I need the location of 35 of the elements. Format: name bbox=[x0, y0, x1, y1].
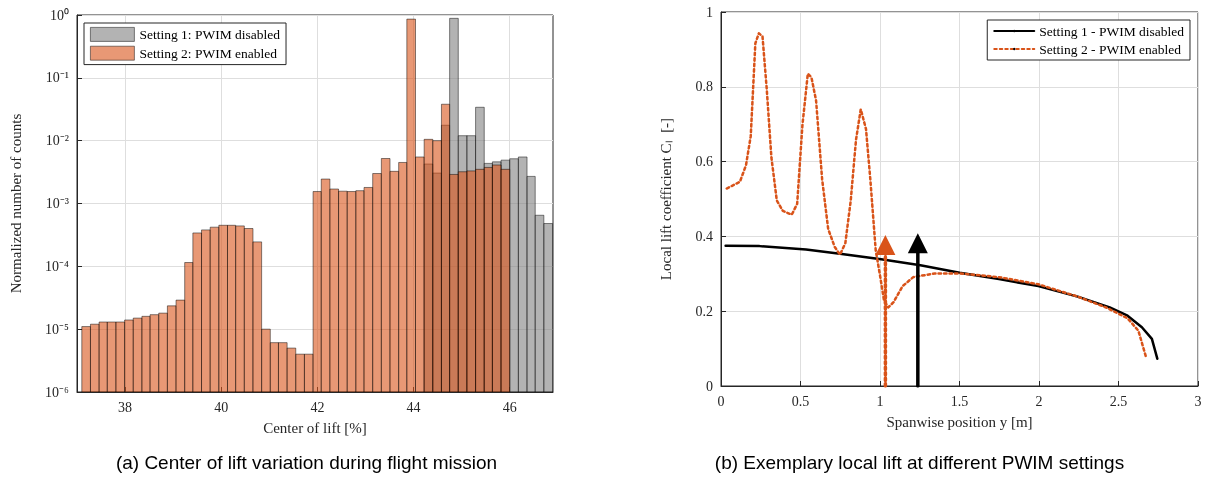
x-axis-title: Spanwise position y [m] bbox=[886, 413, 1033, 430]
text: (b) Exemplary local lift at different PWIM settings bbox=[714, 452, 1125, 473]
x-tick-label: 0 bbox=[717, 393, 725, 409]
y-tick-label: 10⁻⁵ bbox=[45, 321, 70, 337]
y-tick-label: 0.4 bbox=[695, 228, 713, 244]
y-tick-label: 10⁻¹ bbox=[45, 70, 69, 86]
text: (a) Center of lift variation during flight mission bbox=[115, 452, 498, 473]
y-tick-label: 10⁻³ bbox=[45, 196, 69, 211]
x-tick-label: 2.5 bbox=[1109, 393, 1128, 409]
legend-label: Setting 2 - PWIM enabled bbox=[1039, 41, 1182, 57]
y-tick-label: 10⁻⁴ bbox=[45, 258, 70, 274]
y-tick-label: 10⁰ bbox=[50, 7, 69, 23]
x-tick-label: 44 bbox=[406, 399, 421, 415]
x-tick-label: 1 bbox=[876, 393, 884, 409]
x-tick-label: 1.5 bbox=[950, 393, 969, 409]
y-tick-label: 0.8 bbox=[695, 79, 713, 95]
y-tick-label: 0 bbox=[706, 378, 713, 394]
y-axis-title: Normalized number of counts bbox=[7, 113, 24, 294]
x-tick-label: 38 bbox=[118, 399, 133, 415]
legend-label: Setting 1: PWIM disabled bbox=[139, 26, 281, 42]
y-tick-label: 0.6 bbox=[695, 154, 713, 170]
x-tick-label: 40 bbox=[214, 399, 229, 415]
y-tick-label: 10⁻⁶ bbox=[45, 384, 70, 400]
y-tick-label: 1 bbox=[706, 4, 713, 20]
x-axis-title: Center of lift [%] bbox=[263, 419, 367, 436]
x-tick-label: 42 bbox=[310, 399, 325, 415]
x-tick-label: 3 bbox=[1194, 393, 1202, 409]
x-tick-label: 0.5 bbox=[791, 393, 810, 409]
x-tick-label: 2 bbox=[1035, 393, 1043, 409]
y-axis-title: Local lift coefficient Cₗ [-] bbox=[657, 117, 674, 281]
legend-label: Setting 1 - PWIM disabled bbox=[1039, 23, 1185, 39]
x-tick-label: 46 bbox=[502, 399, 517, 415]
y-tick-label: 10⁻² bbox=[45, 133, 69, 149]
y-tick-label: 0.2 bbox=[695, 303, 713, 319]
legend-label: Setting 2: PWIM enabled bbox=[139, 45, 278, 61]
